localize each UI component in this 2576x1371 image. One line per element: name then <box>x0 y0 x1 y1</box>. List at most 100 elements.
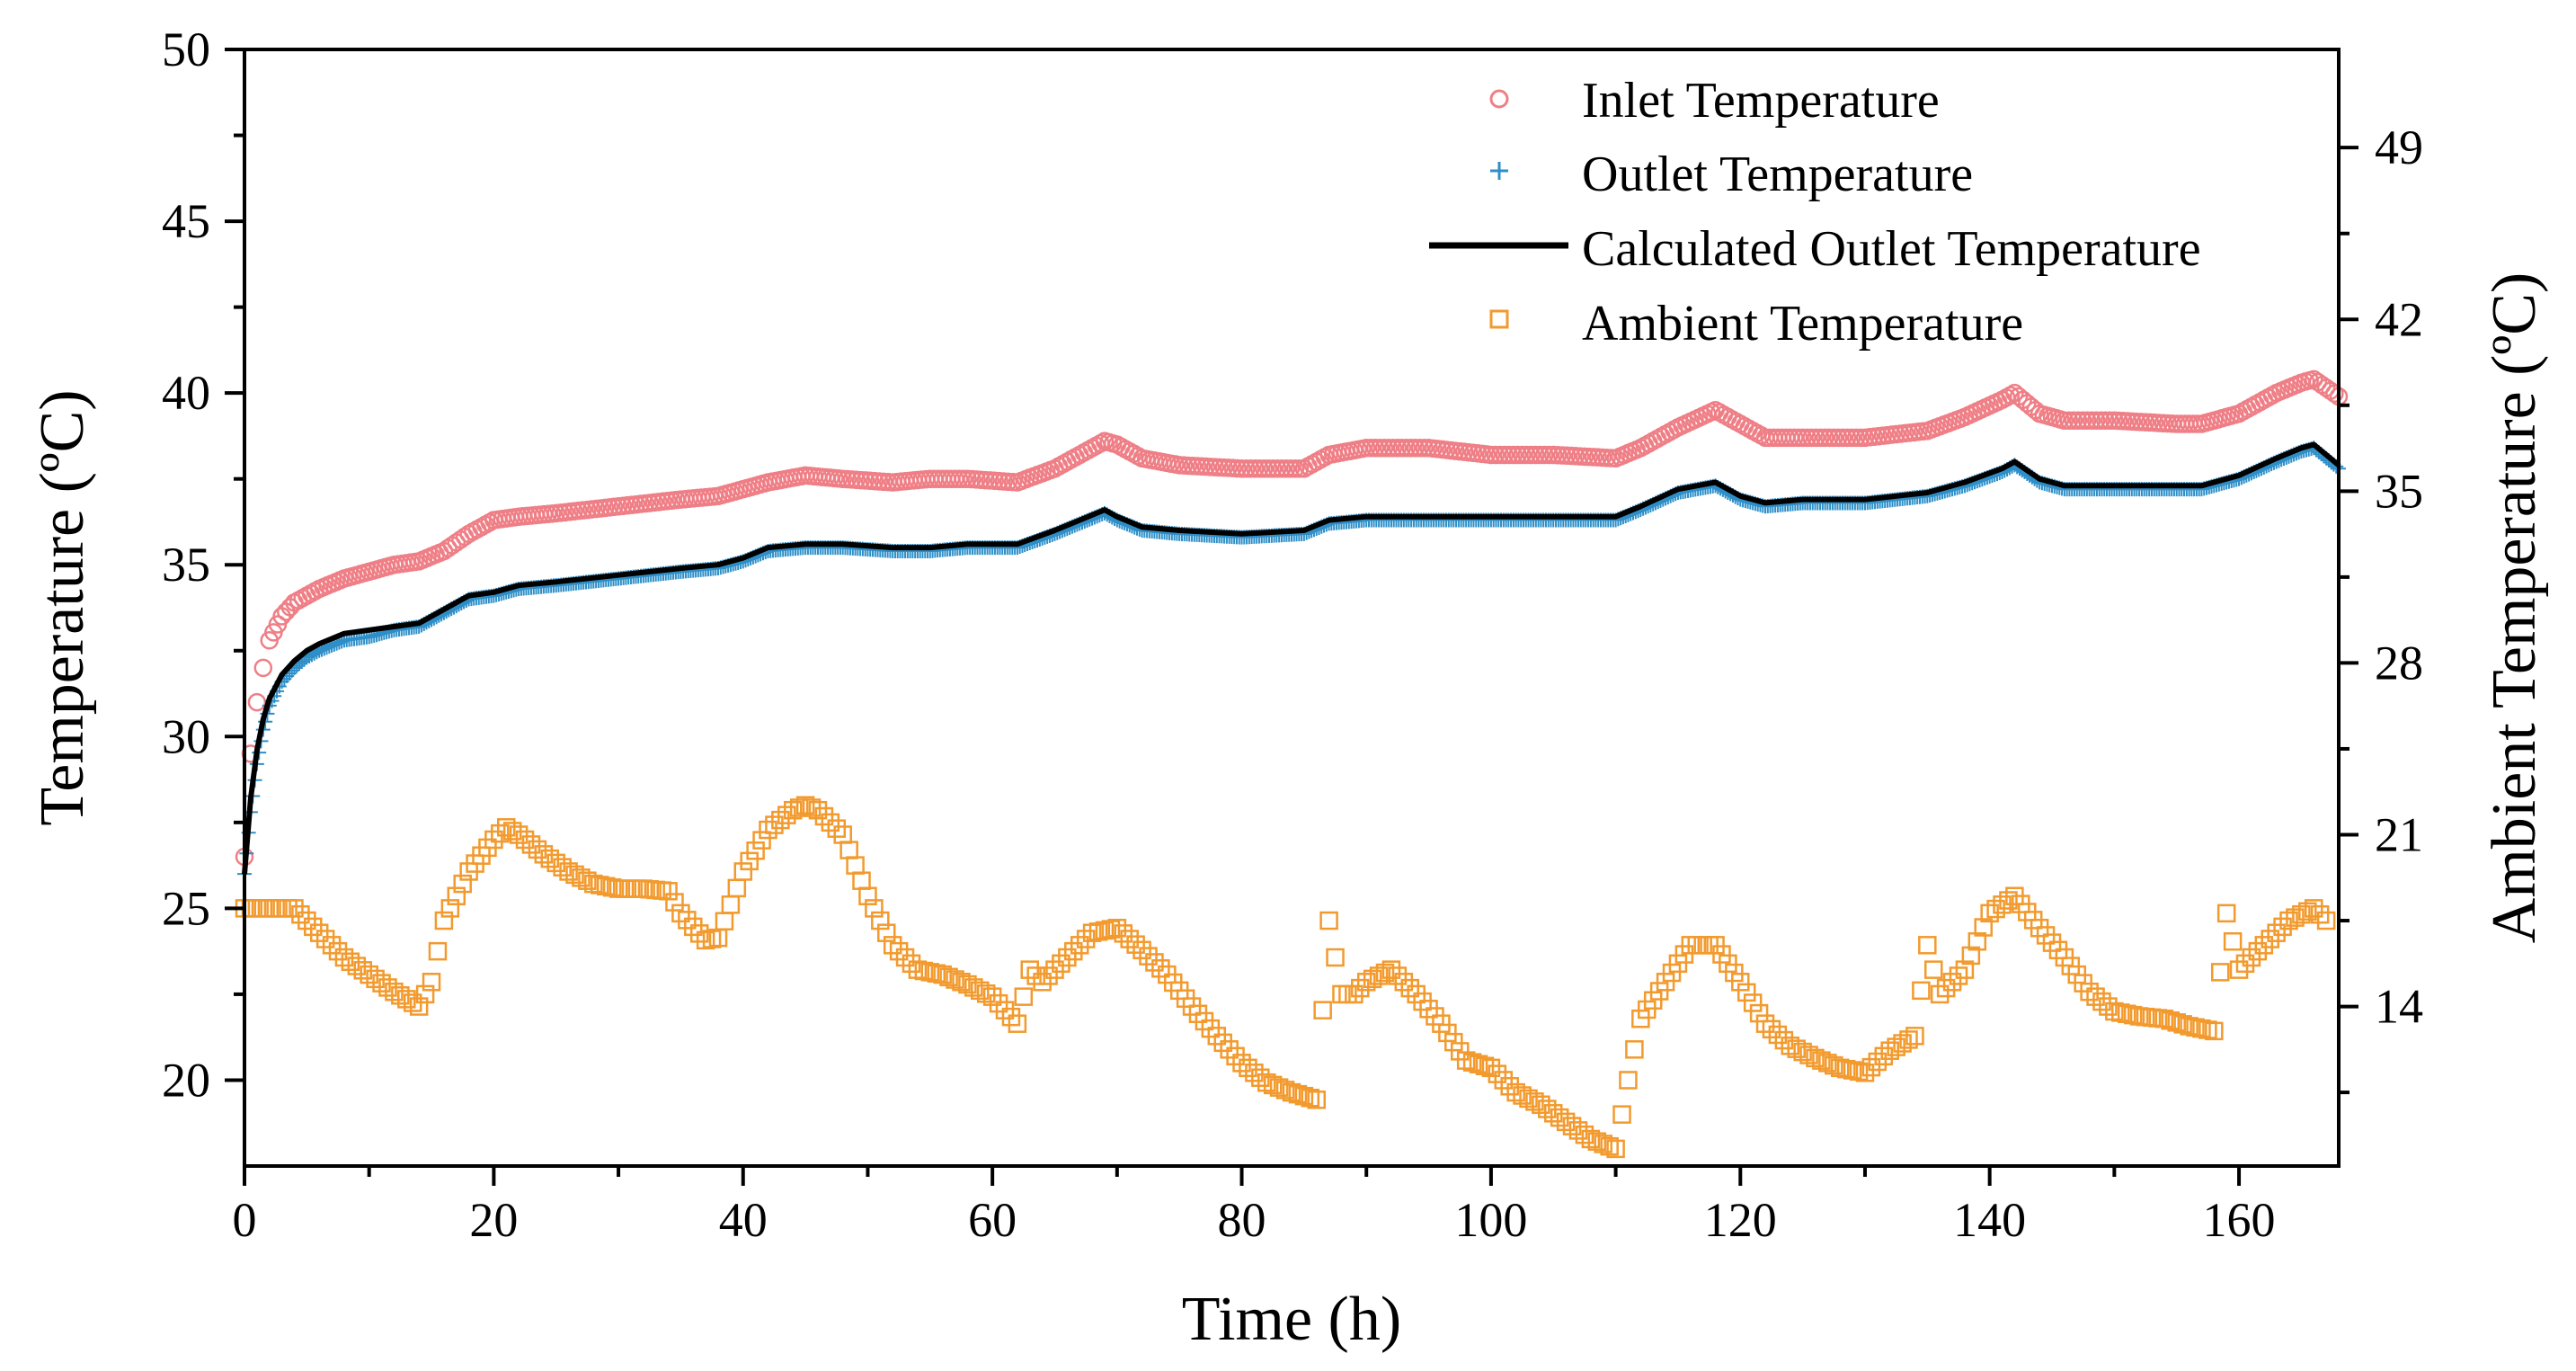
ambient-point <box>559 862 578 881</box>
ambient-point <box>1213 1033 1232 1053</box>
ambient-point <box>1064 941 1083 961</box>
ambient-point <box>1226 1046 1245 1066</box>
ambient-point <box>1020 960 1039 979</box>
ambient-point <box>908 960 928 979</box>
y2-tick-label: 49 <box>2375 120 2423 174</box>
ambient-point <box>920 963 940 982</box>
inlet-point <box>1513 445 1532 465</box>
ambient-point <box>572 868 591 887</box>
inlet-point <box>2068 411 2088 430</box>
inlet-point <box>1258 458 1278 478</box>
inlet-point <box>1397 439 1417 458</box>
ambient-point <box>422 973 441 992</box>
inlet-point <box>1504 445 1523 465</box>
ambient-point <box>1731 973 1750 992</box>
inlet-point <box>1508 445 1527 465</box>
ambient-point <box>1356 973 1376 992</box>
ambient-point <box>659 882 678 901</box>
ambient-point <box>889 941 909 961</box>
inlet-point <box>1415 439 1434 458</box>
ambient-point <box>1239 1058 1257 1078</box>
ambient-point <box>1039 966 1058 985</box>
legend-marker-outlet <box>1490 162 1508 180</box>
ambient-point <box>1513 1086 1532 1105</box>
ambient-point <box>1587 1132 1607 1151</box>
ambient-point <box>521 835 541 854</box>
ambient-point <box>304 917 323 937</box>
inlet-point <box>1531 445 1550 465</box>
legend-item-ambient: Ambient Temperature <box>1489 296 2023 352</box>
ambient-point <box>976 984 996 1003</box>
ambient-point <box>2167 1013 2186 1032</box>
ambient-point <box>1207 1027 1227 1046</box>
inlet-point <box>1820 428 1839 448</box>
inlet-point <box>1276 458 1296 478</box>
legend-marker-ambient <box>1489 309 1509 329</box>
inlet-point <box>1392 439 1412 458</box>
ambient-point <box>2154 1009 2174 1028</box>
ambient-point <box>914 961 934 981</box>
y-tick-label: 25 <box>162 881 210 935</box>
ambient-point <box>2305 899 2323 918</box>
ambient-point <box>1107 918 1127 938</box>
ambient-point <box>1849 1062 1869 1082</box>
ambient-point <box>2210 963 2230 982</box>
inlet-point <box>1365 439 1385 458</box>
ambient-point <box>1008 1014 1027 1033</box>
ambient-point <box>440 899 460 918</box>
inlet-point <box>1290 458 1310 478</box>
inlet-point <box>1846 428 1866 448</box>
ambient-point <box>315 930 335 948</box>
ambient-point <box>1400 978 1420 998</box>
inlet-point <box>2055 411 2074 430</box>
x-tick-label: 120 <box>1704 1193 1777 1247</box>
ambient-point <box>328 941 348 961</box>
ambient-point <box>1955 960 1975 979</box>
ambient-point <box>765 815 784 834</box>
ambient-point <box>2254 936 2274 955</box>
ambient-point <box>946 970 964 989</box>
inlet-point <box>2059 411 2079 430</box>
ambient-point <box>759 820 777 840</box>
x-tick-label: 100 <box>1454 1193 1527 1247</box>
inlet-point <box>1267 458 1287 478</box>
ambient-point <box>409 997 429 1016</box>
ambient-point <box>1949 966 1968 985</box>
ambient-point <box>684 917 703 937</box>
ambient-point <box>671 904 690 923</box>
inlet-point <box>1281 458 1301 478</box>
ambient-point <box>1855 1064 1875 1082</box>
ambient-point <box>447 886 466 905</box>
calculated-outlet-line <box>242 441 2341 875</box>
ambient-point <box>1619 1071 1638 1090</box>
inlet-point <box>1272 458 1292 478</box>
ambient-point <box>1114 924 1133 943</box>
x-tick-label: 20 <box>469 1193 518 1247</box>
ambient-point <box>2198 1020 2217 1039</box>
ambient-point <box>1001 1007 1021 1027</box>
ambient-point <box>2248 941 2268 961</box>
ambient-point <box>1263 1075 1283 1095</box>
inlet-point <box>1540 445 1559 465</box>
ambient-point <box>995 1001 1015 1019</box>
legend: Inlet Temperature Outlet Temperature Cal… <box>1429 73 2201 352</box>
x-tick-label: 140 <box>1953 1193 2026 1247</box>
inlet-point <box>2091 411 2110 430</box>
ambient-point <box>1232 1054 1251 1073</box>
ambient-point <box>2092 992 2111 1011</box>
ambient-point <box>1394 973 1414 992</box>
ambient-point <box>877 923 896 942</box>
ambient-point <box>484 830 503 850</box>
ambient-point <box>2216 904 2236 923</box>
ambient-point <box>1818 1054 1837 1073</box>
ambient-point <box>808 800 828 820</box>
ambient-point <box>1781 1036 1800 1055</box>
ambient-point <box>602 877 622 897</box>
ambient-point <box>1388 966 1408 985</box>
inlet-point <box>1285 458 1305 478</box>
ambient-point <box>1101 920 1121 939</box>
ambient-point <box>1506 1082 1525 1102</box>
ambient-point <box>1999 891 2018 910</box>
ambient-point <box>1936 978 1956 998</box>
